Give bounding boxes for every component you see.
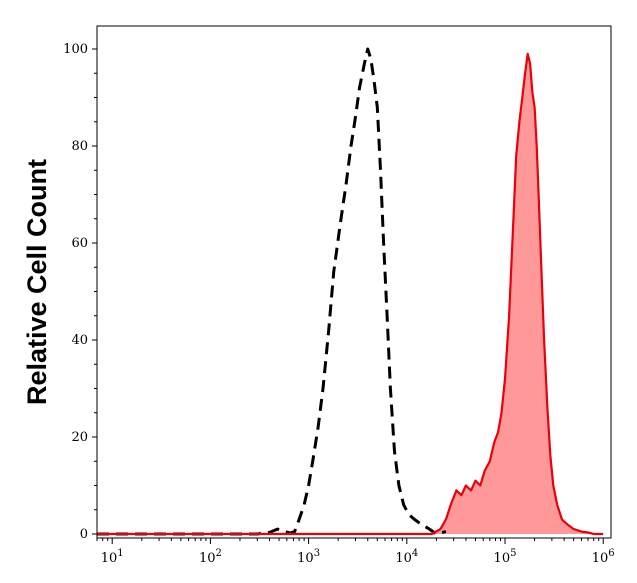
- x-tick-label: 105: [494, 548, 517, 566]
- series-0-line: [97, 47, 447, 536]
- x-tick-label: 101: [101, 548, 124, 566]
- y-tick-label: 60: [71, 236, 88, 251]
- plot-area: [97, 47, 604, 536]
- x-tick-label: 104: [395, 548, 418, 566]
- y-axis-label: Relative Cell Count: [22, 159, 52, 405]
- y-tick-label: 80: [71, 139, 88, 154]
- x-tick-label: 103: [297, 548, 320, 566]
- y-tick-label: 40: [71, 333, 88, 348]
- series-1-line: [97, 52, 604, 536]
- plot-frame: [96, 25, 612, 539]
- y-tick-label: 0: [80, 527, 88, 542]
- y-axis: 0 20 40 60 80 100: [63, 42, 97, 542]
- x-axis: 101 102 103 104 105 106: [96, 538, 615, 566]
- y-tick-label: 20: [71, 430, 88, 445]
- x-tick-label: 106: [592, 548, 615, 566]
- y-tick-label: 100: [63, 42, 88, 57]
- x-tick-label: 102: [199, 548, 222, 566]
- series-1-fill: [97, 53, 604, 535]
